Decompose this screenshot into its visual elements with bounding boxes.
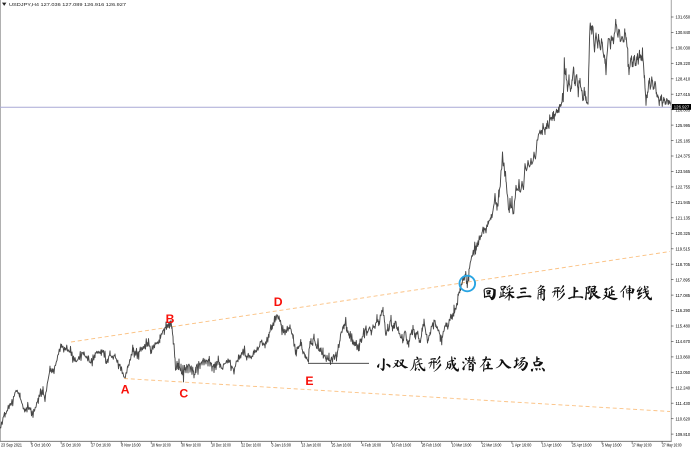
svg-text:D: D <box>274 295 283 309</box>
svg-text:113.860: 113.860 <box>676 355 691 361</box>
svg-text:119.515: 119.515 <box>676 246 691 252</box>
svg-text:109.810: 109.810 <box>676 432 691 438</box>
svg-text:120.325: 120.325 <box>676 231 691 237</box>
svg-text:8 Nov 16:00: 8 Nov 16:00 <box>121 442 141 448</box>
svg-text:22 Dec 16:00: 22 Dec 16:00 <box>241 442 261 448</box>
svg-text:10 Dec 16:00: 10 Dec 16:00 <box>211 442 231 448</box>
svg-text:110.620: 110.620 <box>676 416 691 422</box>
svg-text:13 Apr 16:00: 13 Apr 16:00 <box>542 442 562 448</box>
svg-text:127.615: 127.615 <box>676 92 691 98</box>
svg-text:27 May 16:00: 27 May 16:00 <box>662 442 682 448</box>
svg-text:130.840: 130.840 <box>676 30 691 36</box>
svg-text:28 Feb 16:00: 28 Feb 16:00 <box>422 442 442 448</box>
svg-text:126.805: 126.805 <box>676 107 691 113</box>
svg-text:123.565: 123.565 <box>676 169 691 175</box>
svg-text:10 Mar 16:00: 10 Mar 16:00 <box>452 442 472 448</box>
svg-text:125.185: 125.185 <box>676 138 691 144</box>
svg-text:114.670: 114.670 <box>676 339 691 345</box>
svg-text:116.290: 116.290 <box>676 308 691 314</box>
svg-text:B: B <box>166 312 175 326</box>
svg-text:23 Sep 2021: 23 Sep 2021 <box>1 442 22 448</box>
svg-text:C: C <box>179 387 188 401</box>
svg-text:17 May 16:00: 17 May 16:00 <box>632 442 652 448</box>
svg-text:A: A <box>121 382 130 396</box>
svg-text:128.410: 128.410 <box>676 77 691 83</box>
svg-text:126.927: 126.927 <box>674 105 690 111</box>
svg-text:115.480: 115.480 <box>676 324 691 330</box>
svg-text:117.085: 117.085 <box>676 293 691 299</box>
svg-text:30 Nov 16:00: 30 Nov 16:00 <box>181 442 201 448</box>
svg-text:5 May 16:00: 5 May 16:00 <box>602 442 622 448</box>
svg-text:22 Mar 16:00: 22 Mar 16:00 <box>482 442 502 448</box>
svg-text:125.995: 125.995 <box>676 123 691 129</box>
svg-text:25 Apr 16:00: 25 Apr 16:00 <box>572 442 592 448</box>
svg-text:1 Apr 16:00: 1 Apr 16:00 <box>512 442 532 448</box>
svg-text:129.220: 129.220 <box>676 61 691 67</box>
svg-text:18 Nov 16:00: 18 Nov 16:00 <box>151 442 171 448</box>
svg-text:15 Oct 16:00: 15 Oct 16:00 <box>61 442 81 448</box>
svg-text:121.135: 121.135 <box>676 216 691 222</box>
svg-text:4 Feb 16:00: 4 Feb 16:00 <box>362 442 382 448</box>
svg-text:131.650: 131.650 <box>676 15 691 21</box>
svg-text:16 Feb 16:00: 16 Feb 16:00 <box>392 442 412 448</box>
svg-text:13 Jan 16:00: 13 Jan 16:00 <box>302 442 322 448</box>
svg-text:111.430: 111.430 <box>676 401 691 407</box>
svg-text:118.705: 118.705 <box>676 262 691 268</box>
svg-text:E: E <box>305 374 313 388</box>
svg-text:5 Oct 16:00: 5 Oct 16:00 <box>31 442 51 448</box>
svg-text:25 Jan 16:00: 25 Jan 16:00 <box>332 442 352 448</box>
svg-text:USDJPY,H4 127.036 127.089 126: USDJPY,H4 127.036 127.089 126.916 126.92… <box>9 2 126 8</box>
svg-text:122.755: 122.755 <box>676 185 691 191</box>
svg-text:121.945: 121.945 <box>676 200 691 206</box>
svg-text:27 Oct 16:00: 27 Oct 16:00 <box>91 442 111 448</box>
svg-text:117.895: 117.895 <box>676 277 691 283</box>
svg-text:130.030: 130.030 <box>676 46 691 52</box>
svg-text:124.375: 124.375 <box>676 154 691 160</box>
svg-text:112.240: 112.240 <box>676 386 691 392</box>
svg-text:3 Jan 16:00: 3 Jan 16:00 <box>271 442 291 448</box>
svg-text:113.050: 113.050 <box>676 370 691 376</box>
